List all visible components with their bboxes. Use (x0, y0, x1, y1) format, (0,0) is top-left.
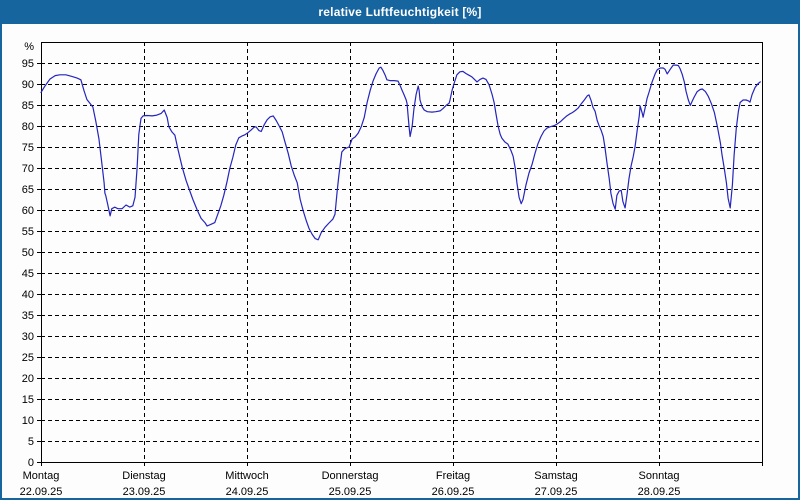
y-tick-label: 10 (22, 415, 34, 427)
x-day-label: Donnerstag (322, 470, 379, 482)
y-axis: 0 5 10 15 20 25 30 35 40 45 50 55 60 65 70 75 80 85 90 95% (22, 41, 41, 469)
x-day-label: Sonntag (639, 470, 680, 482)
vertical-gridlines (144, 42, 660, 462)
y-tick-label: 90 (22, 79, 34, 91)
y-axis-unit-label: % (24, 41, 34, 53)
x-date-label: 26.09.25 (432, 486, 475, 498)
y-tick-label: 95 (22, 58, 34, 70)
y-tick-label: 75 (22, 142, 34, 154)
y-tick-label: 35 (22, 310, 34, 322)
x-date-label: 25.09.25 (329, 486, 372, 498)
plot-frame (41, 42, 763, 463)
x-day-label: Dienstag (122, 470, 165, 482)
x-date-label: 22.09.25 (20, 486, 63, 498)
window-title: relative Luftfeuchtigkeit [%] (318, 5, 482, 19)
y-tick-label: 5 (28, 436, 34, 448)
x-day-label: Samstag (534, 470, 577, 482)
x-day-label: Freitag (436, 470, 470, 482)
title-bar: relative Luftfeuchtigkeit [%] (2, 2, 798, 24)
y-tick-label: 0 (28, 457, 34, 469)
x-date-label: 28.09.25 (638, 486, 681, 498)
y-tick-label: 20 (22, 373, 34, 385)
y-tick-label: 50 (22, 247, 34, 259)
x-axis: Montag 22.09.25 Dienstag 23.09.25 Mittwoch 24… (20, 462, 763, 498)
y-tick-label: 80 (22, 121, 34, 133)
y-tick-label: 40 (22, 289, 34, 301)
y-tick-label: 55 (22, 226, 34, 238)
y-tick-label: 85 (22, 100, 34, 112)
y-tick-label: 70 (22, 163, 34, 175)
x-date-label: 27.09.25 (535, 486, 578, 498)
y-tick-label: 25 (22, 352, 34, 364)
y-tick-label: 15 (22, 394, 34, 406)
y-tick-label: 60 (22, 205, 34, 217)
x-day-label: Montag (23, 470, 60, 482)
humidity-line (40, 64, 761, 241)
horizontal-gridlines (41, 63, 762, 442)
x-date-label: 23.09.25 (123, 486, 166, 498)
x-day-label: Mittwoch (225, 470, 268, 482)
y-tick-label: 30 (22, 331, 34, 343)
y-tick-label: 65 (22, 184, 34, 196)
y-tick-label: 45 (22, 268, 34, 280)
x-date-label: 24.09.25 (226, 486, 269, 498)
